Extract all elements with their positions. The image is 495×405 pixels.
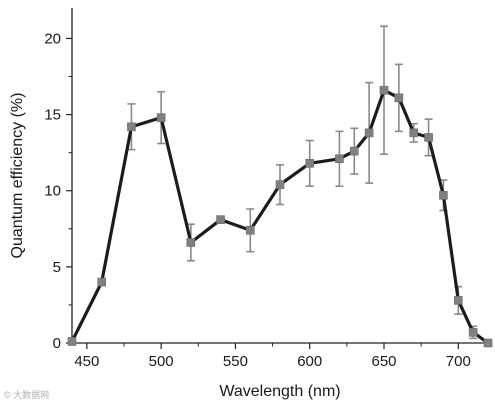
data-point-10 [349,146,359,156]
data-markers [67,85,493,348]
data-point-9 [335,154,344,164]
x-axis-label: Wavelength (nm) [219,383,340,400]
x-tick-label-500: 500 [149,353,174,370]
x-tick-label-650: 650 [371,353,396,370]
watermark-text: © 大数据网 [4,389,49,400]
data-point-13 [394,93,404,103]
x-ticks: 450 500 550 600 650 700 [74,343,471,370]
x-tick-label-550: 550 [223,353,248,370]
x-tick-label-600: 600 [297,353,322,370]
x-tick-label-700: 700 [446,353,471,370]
axes [71,8,488,344]
y-tick-label-0: 0 [53,335,61,352]
y-axis-label: Quantum efficiency (%) [9,93,26,259]
y-tick-label-20: 20 [44,30,61,47]
data-point-3 [156,113,166,122]
y-tick-label-10: 10 [44,183,61,200]
data-point-7 [275,180,285,189]
data-point-8 [305,159,315,168]
y-tick-label-15: 15 [44,107,61,124]
y-ticks: 0 5 10 15 20 [44,30,72,352]
error-bars [127,25,478,340]
data-point-11 [364,128,374,138]
x-tick-label-450: 450 [74,353,99,370]
data-point-12 [379,85,389,95]
y-tick-label-5: 5 [53,259,61,276]
data-point-2 [127,122,136,132]
data-point-15 [424,133,433,142]
data-point-1 [97,277,107,287]
data-point-0 [67,337,77,346]
data-point-6 [245,226,255,235]
data-point-5 [216,215,225,224]
series-line [70,88,489,345]
data-point-17 [453,296,463,305]
data-point-19 [483,338,493,348]
data-point-18 [468,328,478,337]
data-point-14 [409,128,419,138]
data-point-4 [186,238,196,247]
data-point-16 [439,190,448,200]
